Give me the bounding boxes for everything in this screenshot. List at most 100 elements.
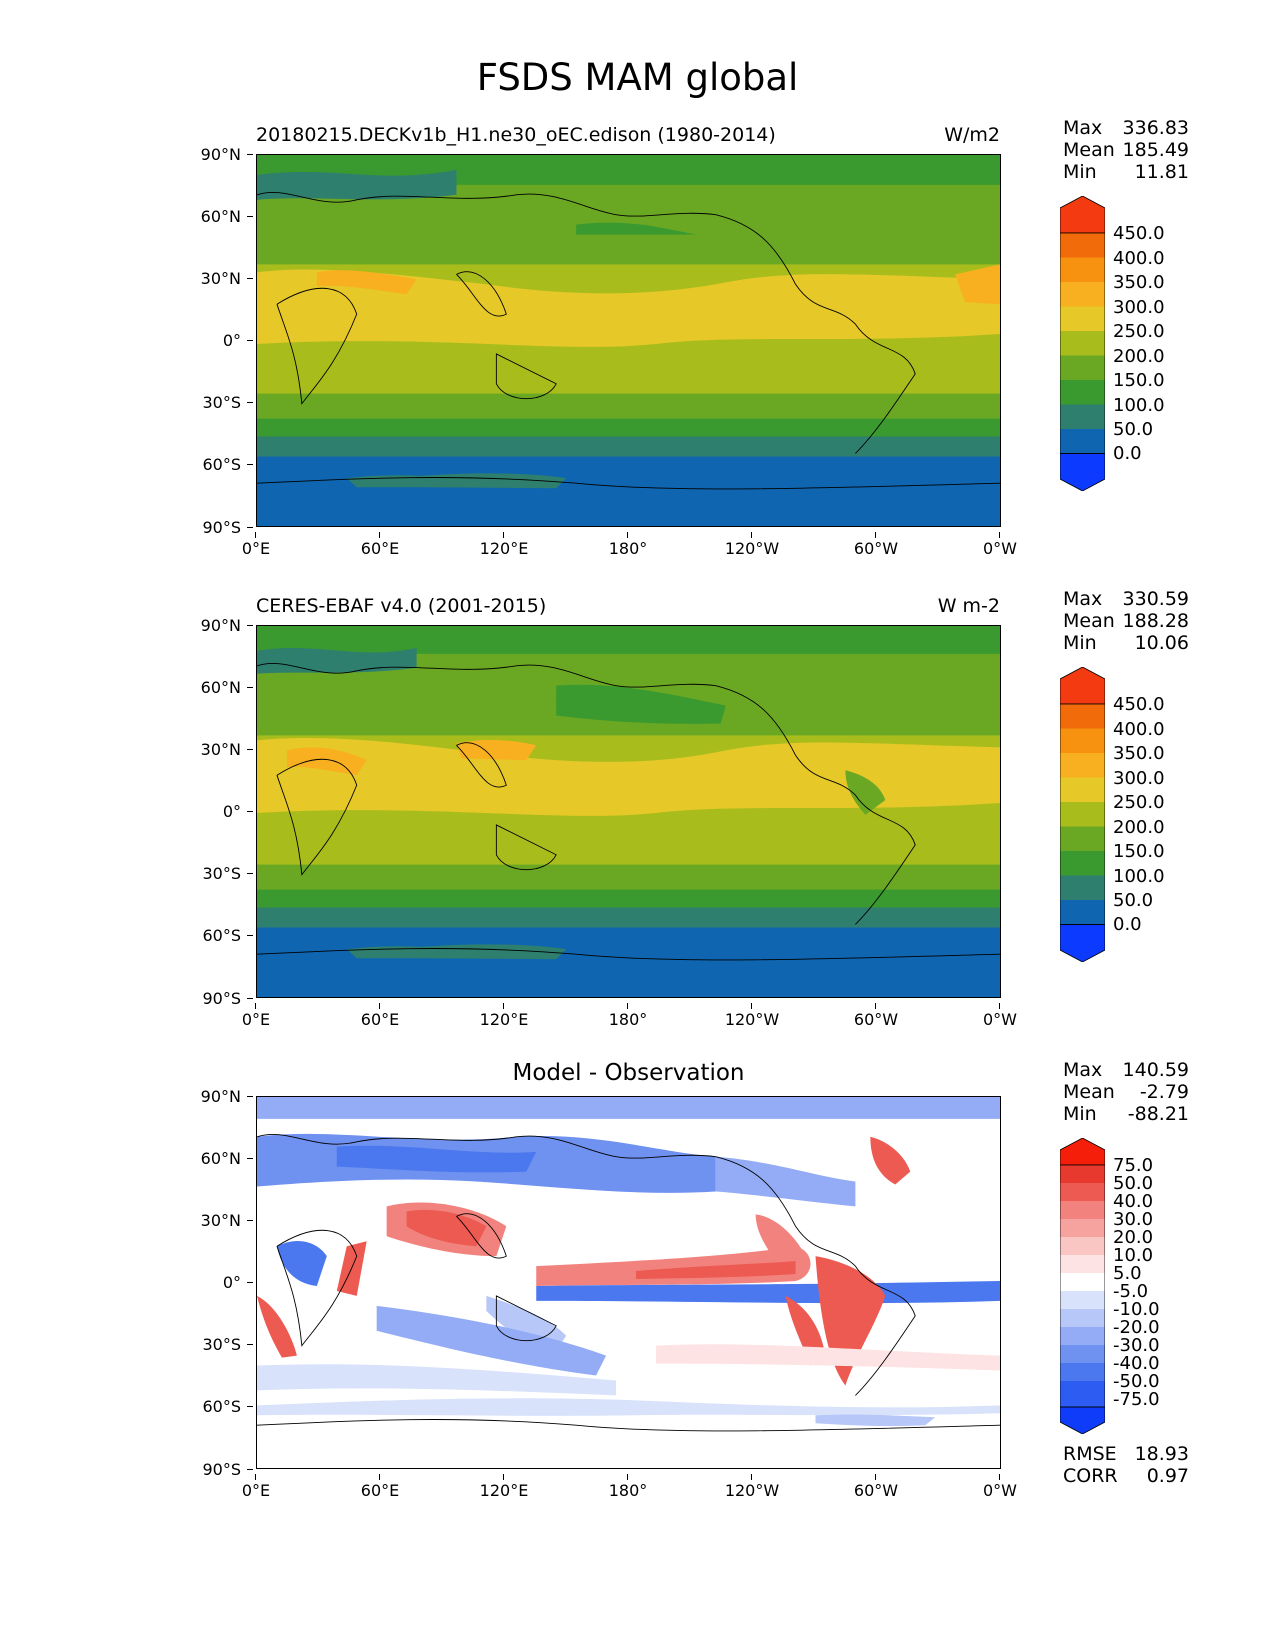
y-tick-label: 30°N [181, 740, 253, 759]
colorbar-label: 350.0 [1113, 743, 1165, 764]
stat-value: 11.81 [1134, 161, 1189, 183]
x-tick-label: 120°E [474, 1003, 534, 1029]
y-tick-label: 60°N [181, 207, 253, 226]
colorbar-label: 350.0 [1113, 272, 1165, 293]
panel-observation-left-title: CERES-EBAF v4.0 (2001-2015) [256, 595, 547, 617]
colorbar-label: 20.0 [1113, 1227, 1154, 1248]
colorbar-label: 200.0 [1113, 817, 1165, 838]
panel-model-left-title: 20180215.DECKv1b_H1.ne30_oEC.edison (198… [256, 124, 776, 146]
panel-observation-map [256, 625, 1001, 998]
stat-value: -2.79 [1139, 1081, 1189, 1103]
y-tick-label: 60°N [181, 1149, 253, 1168]
stat-value: 185.49 [1122, 139, 1189, 161]
x-tick-label: 180° [598, 1474, 658, 1500]
colorbar-label: 5.0 [1113, 1263, 1142, 1284]
x-tick-label: 120°W [722, 1474, 782, 1500]
colorbar-label: 450.0 [1113, 694, 1165, 715]
stat-label: Max [1063, 1059, 1103, 1081]
y-tick-label: 0° [181, 802, 253, 821]
colorbar-label: 0.0 [1113, 914, 1142, 935]
colorbar-label: -40.0 [1113, 1353, 1160, 1374]
colorbar-label: 150.0 [1113, 370, 1165, 391]
colorbar-label: 50.0 [1113, 890, 1154, 911]
stat-value: 336.83 [1122, 117, 1189, 139]
stat-value: 330.59 [1122, 588, 1189, 610]
y-tick-label: 0° [181, 1273, 253, 1292]
x-tick-label: 120°W [722, 532, 782, 558]
colorbar-label: 450.0 [1113, 223, 1165, 244]
metric-label: CORR [1063, 1465, 1118, 1487]
x-tick-label: 60°E [350, 1474, 410, 1500]
stat-label: Min [1063, 632, 1097, 654]
stat-label: Max [1063, 588, 1103, 610]
colorbar-label: -30.0 [1113, 1335, 1160, 1356]
colorbar-label: 0.0 [1113, 443, 1142, 464]
y-tick-label: 90°N [181, 145, 253, 164]
y-tick-label: 30°S [181, 393, 253, 412]
y-tick-label: 90°S [181, 1460, 253, 1479]
y-tick-label: 30°S [181, 864, 253, 883]
stat-label: Min [1063, 161, 1097, 183]
stat-label: Mean [1063, 610, 1115, 632]
colorbar-label: 200.0 [1113, 346, 1165, 367]
y-tick-label: 90°N [181, 1087, 253, 1106]
observation-field-map [257, 626, 1000, 997]
panel-observation-stats: Max 330.59 Mean 188.28 Min 10.06 [1063, 588, 1189, 654]
colorbar-label: 100.0 [1113, 866, 1165, 887]
panel-difference-title: Model - Observation [512, 1060, 745, 1086]
colorbar-label: 400.0 [1113, 719, 1165, 740]
colorbar-label: -5.0 [1113, 1281, 1149, 1302]
colorbar-label: 50.0 [1113, 1173, 1154, 1194]
panel-model-units: W/m2 [944, 124, 1000, 146]
y-tick-label: 90°N [181, 616, 253, 635]
metric-value: 0.97 [1146, 1465, 1189, 1487]
stat-value: -88.21 [1127, 1103, 1189, 1125]
x-tick-label: 120°E [474, 1474, 534, 1500]
panel-difference-metrics: RMSE 18.93 CORR 0.97 [1063, 1443, 1189, 1487]
x-tick-label: 60°W [846, 1003, 906, 1029]
colorbar-label: 250.0 [1113, 321, 1165, 342]
stat-value: 10.06 [1134, 632, 1189, 654]
panel-difference-stats: Max 140.59 Mean -2.79 Min -88.21 [1063, 1059, 1189, 1125]
panel-model-stats: Max 336.83 Mean 185.49 Min 11.81 [1063, 117, 1189, 183]
x-tick-label: 0°W [970, 532, 1030, 558]
colorbar-label: 400.0 [1113, 248, 1165, 269]
difference-field-map [257, 1097, 1000, 1468]
figure-title: FSDS MAM global [476, 56, 799, 99]
y-tick-label: 30°N [181, 1211, 253, 1230]
colorbar-label: 10.0 [1113, 1245, 1154, 1266]
colorbar-label: 30.0 [1113, 1209, 1154, 1230]
colorbar-label: 50.0 [1113, 419, 1154, 440]
panel-observation-colorbar [1060, 667, 1105, 962]
colorbar-label: 150.0 [1113, 841, 1165, 862]
x-tick-label: 120°W [722, 1003, 782, 1029]
x-tick-label: 120°E [474, 532, 534, 558]
panel-model-map [256, 154, 1001, 527]
y-tick-label: 0° [181, 331, 253, 350]
stat-label: Mean [1063, 1081, 1115, 1103]
y-tick-label: 90°S [181, 518, 253, 537]
y-tick-label: 90°S [181, 989, 253, 1008]
panel-model-colorbar [1060, 196, 1105, 491]
x-tick-label: 0°E [226, 1003, 286, 1029]
stat-label: Mean [1063, 139, 1115, 161]
stat-label: Max [1063, 117, 1103, 139]
y-tick-label: 60°S [181, 1397, 253, 1416]
y-tick-label: 30°N [181, 269, 253, 288]
colorbar-label: 250.0 [1113, 792, 1165, 813]
stat-value: 140.59 [1122, 1059, 1189, 1081]
x-tick-label: 60°E [350, 1003, 410, 1029]
panel-observation-units: W m-2 [937, 595, 1000, 617]
panel-difference-map [256, 1096, 1001, 1469]
x-tick-label: 180° [598, 532, 658, 558]
y-tick-label: 60°S [181, 926, 253, 945]
metric-label: RMSE [1063, 1443, 1117, 1465]
stat-label: Min [1063, 1103, 1097, 1125]
model-field-map [257, 155, 1000, 526]
y-tick-label: 30°S [181, 1335, 253, 1354]
x-tick-label: 0°W [970, 1474, 1030, 1500]
x-tick-label: 0°E [226, 532, 286, 558]
x-tick-label: 0°E [226, 1474, 286, 1500]
metric-value: 18.93 [1134, 1443, 1189, 1465]
x-tick-label: 60°W [846, 532, 906, 558]
